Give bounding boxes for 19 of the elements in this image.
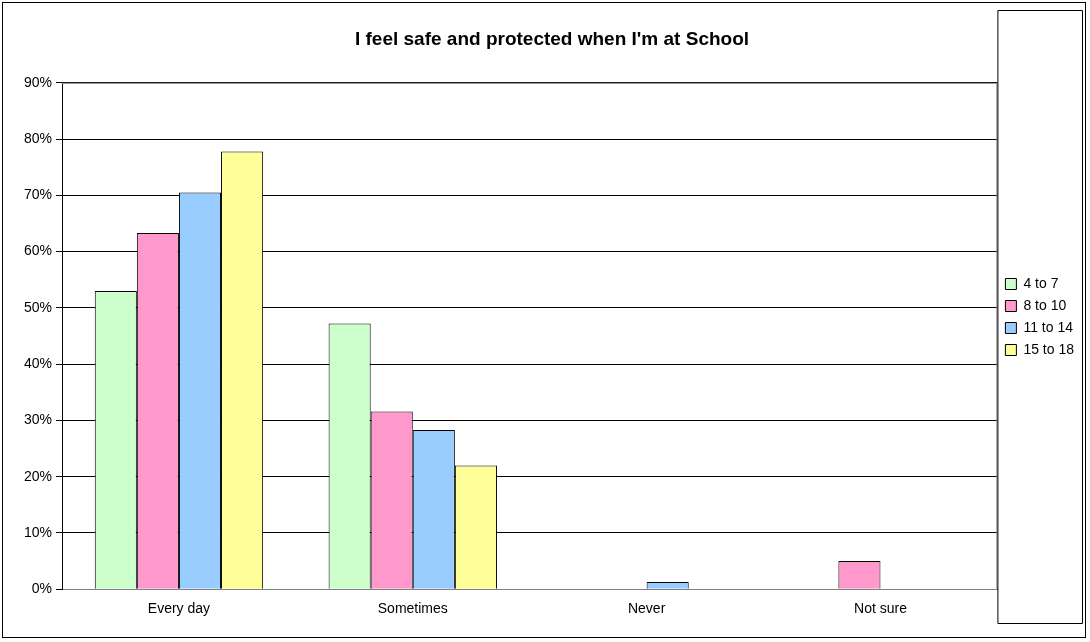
y-tick-label: 40% [23, 354, 53, 371]
x-tick-label: Every day [147, 600, 211, 617]
x-tick-label: Sometimes [377, 600, 448, 617]
y-tick-label: 0% [31, 580, 53, 597]
x-tick-label: Never [627, 600, 666, 617]
chart-title: I feel safe and protected when I'm at School [354, 27, 750, 49]
y-tick-label: 30% [23, 411, 53, 428]
legend-label: 4 to 7 [1023, 274, 1059, 291]
y-tick-label: 80% [23, 129, 53, 146]
x-tick-label: Not sure [854, 600, 908, 617]
legend-label: 15 to 18 [1023, 340, 1075, 357]
legend-label: 11 to 14 [1023, 318, 1074, 335]
y-tick-label: 70% [23, 186, 53, 203]
y-tick-label: 90% [23, 73, 53, 90]
legend-label: 8 to 10 [1023, 296, 1067, 313]
y-tick-label: 60% [23, 242, 53, 259]
y-tick-label: 10% [23, 523, 53, 540]
y-tick-label: 20% [23, 467, 53, 484]
y-tick-label: 50% [23, 298, 53, 315]
